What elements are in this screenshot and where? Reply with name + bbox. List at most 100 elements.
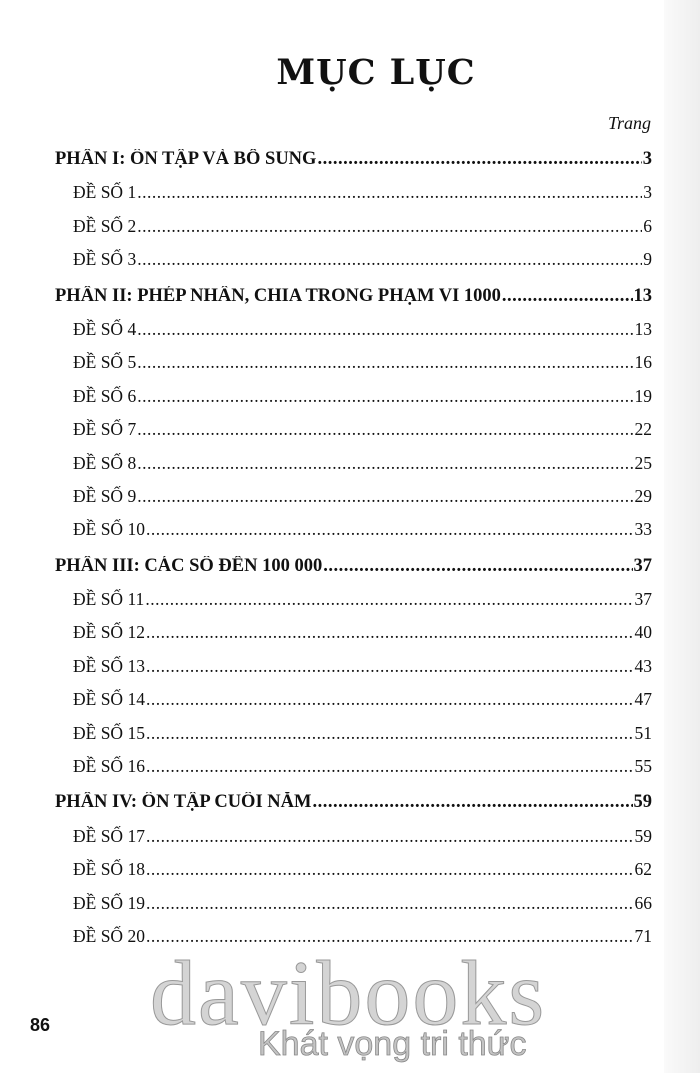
dot-leader bbox=[146, 689, 634, 710]
toc-entry-label: ĐỀ SỐ 4 bbox=[73, 318, 137, 339]
toc-section: PHẦN III: CÁC SỐ ĐẾN 100 000 37 bbox=[55, 556, 652, 589]
toc-section-page: 37 bbox=[633, 555, 653, 576]
toc-entry-label: ĐỀ SỐ 14 bbox=[73, 689, 145, 710]
dot-leader bbox=[137, 249, 642, 270]
toc-entry-page: 40 bbox=[634, 622, 653, 643]
dot-leader bbox=[137, 216, 642, 237]
watermark-logo: davibooks bbox=[149, 942, 547, 1045]
toc-entry-page: 22 bbox=[634, 419, 653, 440]
dot-leader bbox=[317, 149, 641, 170]
toc-entry-page: 55 bbox=[634, 756, 653, 777]
toc-entry: ĐỀ SỐ 10 33 bbox=[55, 519, 652, 552]
toc-section: PHẦN IV: ÔN TẬP CUỐI NĂM 59 bbox=[55, 792, 652, 825]
toc-entry: ĐỀ SỐ 16 55 bbox=[55, 756, 652, 789]
toc-entry-page: 47 bbox=[634, 689, 653, 710]
toc-section-label: PHẦN IV: ÔN TẬP CUỐI NĂM bbox=[55, 792, 312, 813]
toc-entry-label: ĐỀ SỐ 2 bbox=[73, 215, 137, 236]
dot-leader bbox=[146, 893, 634, 914]
toc-entry: ĐỀ SỐ 15 51 bbox=[55, 723, 652, 756]
toc-entry-page: 9 bbox=[643, 249, 652, 270]
toc-entry: ĐỀ SỐ 17 59 bbox=[55, 826, 652, 859]
toc-entry: ĐỀ SỐ 5 16 bbox=[55, 352, 652, 385]
page-edge-shadow bbox=[664, 0, 700, 1073]
dot-leader bbox=[323, 556, 632, 577]
watermark-tagline: Khát vọng tri thức bbox=[258, 1025, 527, 1064]
dot-leader bbox=[145, 589, 633, 610]
dot-leader bbox=[312, 792, 632, 813]
dot-leader bbox=[146, 519, 634, 540]
dot-leader bbox=[146, 622, 634, 643]
toc-entry-page: 16 bbox=[634, 352, 653, 373]
dot-leader bbox=[146, 723, 634, 744]
toc-entry: ĐỀ SỐ 2 6 bbox=[55, 216, 652, 249]
dot-leader bbox=[137, 453, 633, 474]
toc-entry-page: 37 bbox=[634, 589, 653, 610]
toc-section-page: 13 bbox=[633, 285, 653, 306]
dot-leader bbox=[137, 352, 633, 373]
toc-entry-page: 62 bbox=[634, 859, 653, 880]
toc-section: PHẦN II: PHÉP NHÂN, CHIA TRONG PHẠM VI 1… bbox=[55, 286, 652, 319]
toc-entry: ĐỀ SỐ 19 66 bbox=[55, 893, 652, 926]
toc-entry-page: 19 bbox=[634, 385, 653, 406]
dot-leader bbox=[137, 319, 633, 340]
toc-entry-page: 59 bbox=[634, 825, 653, 846]
toc-entry-label: ĐỀ SỐ 15 bbox=[73, 722, 145, 743]
dot-leader bbox=[137, 386, 633, 407]
toc-entry: ĐỀ SỐ 7 22 bbox=[55, 419, 652, 452]
toc-entry: ĐỀ SỐ 18 62 bbox=[55, 859, 652, 892]
toc-entry-label: ĐỀ SỐ 10 bbox=[73, 519, 145, 540]
toc-entry: ĐỀ SỐ 12 40 bbox=[55, 622, 652, 655]
toc-entry-label: ĐỀ SỐ 3 bbox=[73, 249, 137, 270]
toc-entry: ĐỀ SỐ 9 29 bbox=[55, 486, 652, 519]
toc-entry-page: 51 bbox=[634, 722, 653, 743]
toc-entry: ĐỀ SỐ 1 3 bbox=[55, 182, 652, 215]
toc-entry-label: ĐỀ SỐ 17 bbox=[73, 825, 145, 846]
toc-entry-label: ĐỀ SỐ 20 bbox=[73, 925, 145, 946]
toc-entry-label: ĐỀ SỐ 9 bbox=[73, 485, 137, 506]
dot-leader bbox=[146, 756, 634, 777]
toc-section: PHẦN I: ÔN TẬP VÀ BỔ SUNG 3 bbox=[55, 149, 652, 182]
toc-entry: ĐỀ SỐ 4 13 bbox=[55, 319, 652, 352]
dot-leader bbox=[137, 486, 633, 507]
toc-entry: ĐỀ SỐ 6 19 bbox=[55, 386, 652, 419]
toc-entry-page: 43 bbox=[634, 655, 653, 676]
toc-entry-page: 6 bbox=[643, 215, 652, 236]
toc-entry: ĐỀ SỐ 3 9 bbox=[55, 249, 652, 282]
toc-entry-label: ĐỀ SỐ 18 bbox=[73, 859, 145, 880]
toc-entry-page: 3 bbox=[643, 182, 652, 203]
toc-section-label: PHẦN I: ÔN TẬP VÀ BỔ SUNG bbox=[55, 149, 317, 169]
dot-leader bbox=[502, 286, 633, 307]
toc-entry-label: ĐỀ SỐ 13 bbox=[73, 655, 145, 676]
toc-entry-label: ĐỀ SỐ 5 bbox=[73, 352, 137, 373]
toc-entry-label: ĐỀ SỐ 7 bbox=[73, 419, 137, 440]
toc-entry: ĐỀ SỐ 14 47 bbox=[55, 689, 652, 722]
dot-leader bbox=[137, 419, 633, 440]
toc-entry: ĐỀ SỐ 8 25 bbox=[55, 453, 652, 486]
toc-entry-label: ĐỀ SỐ 12 bbox=[73, 622, 145, 643]
toc-entry-label: ĐỀ SỐ 11 bbox=[73, 589, 145, 610]
toc-entry-page: 25 bbox=[634, 452, 653, 473]
toc-entry-page: 66 bbox=[634, 892, 653, 913]
page-title: MỤC LỤC bbox=[276, 52, 476, 93]
dot-leader bbox=[137, 182, 642, 203]
toc-entry-label: ĐỀ SỐ 1 bbox=[73, 182, 137, 203]
toc-entry: ĐỀ SỐ 13 43 bbox=[55, 656, 652, 689]
toc-entry: ĐỀ SỐ 11 37 bbox=[55, 589, 652, 622]
toc-entry-label: ĐỀ SỐ 16 bbox=[73, 756, 145, 777]
toc-entry-page: 71 bbox=[634, 925, 653, 946]
toc-section-label: PHẦN III: CÁC SỐ ĐẾN 100 000 bbox=[55, 555, 323, 576]
toc-section-page: 59 bbox=[633, 792, 653, 813]
toc-entry-page: 29 bbox=[634, 485, 653, 506]
toc-entry-label: ĐỀ SỐ 6 bbox=[73, 385, 137, 406]
toc-entry: ĐỀ SỐ 20 71 bbox=[55, 926, 652, 959]
toc-section-page: 3 bbox=[642, 149, 652, 169]
dot-leader bbox=[146, 859, 634, 880]
toc-entry-page: 33 bbox=[634, 519, 653, 540]
dot-leader bbox=[146, 826, 634, 847]
dot-leader bbox=[146, 656, 634, 677]
page-number: 86 bbox=[30, 1015, 51, 1035]
toc-entry-label: ĐỀ SỐ 19 bbox=[73, 892, 145, 913]
toc-entry-label: ĐỀ SỐ 8 bbox=[73, 452, 137, 473]
toc-section-label: PHẦN II: PHÉP NHÂN, CHIA TRONG PHẠM VI 1… bbox=[55, 285, 501, 306]
